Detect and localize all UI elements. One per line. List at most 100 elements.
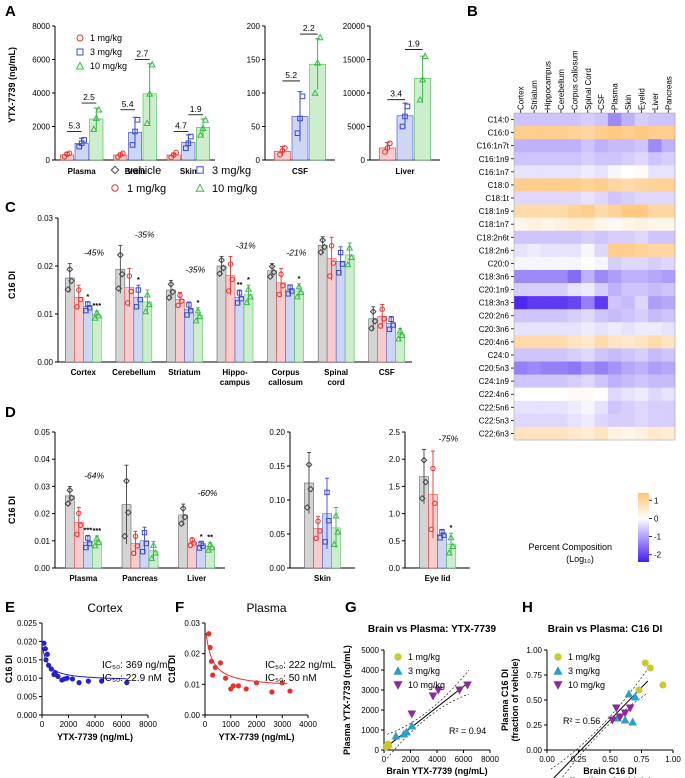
heatmap-cell: [514, 152, 528, 166]
panel-label-E: E: [5, 599, 15, 616]
panel-f-x-tick-label: 4000: [299, 720, 317, 729]
heatmap-cell: [634, 204, 649, 218]
heatmap-cell: [540, 191, 555, 205]
fold-change-label: 2.5: [83, 92, 95, 102]
heatmap-cell: [567, 309, 582, 323]
data-point: [659, 681, 667, 689]
heatmap-cell: [581, 335, 595, 349]
heatmap-cell: [607, 152, 622, 166]
data-point: [422, 478, 430, 486]
data-point: [143, 291, 151, 298]
data-point: [42, 646, 48, 652]
panel-g-fit-line: [386, 681, 470, 747]
panel-g-confidence-band: [386, 693, 469, 759]
legend-label: 1 mg/kg: [127, 183, 166, 195]
legend-label: 3 mg/kg: [408, 666, 440, 676]
data-point: [74, 304, 80, 310]
panel-e-y-tick-label: 0.025: [17, 619, 38, 628]
heatmap-cell: [621, 230, 636, 245]
data-point: [137, 296, 143, 303]
heatmap-cell: [540, 178, 555, 192]
heatmap-cell: [527, 335, 542, 349]
legend-marker: [111, 184, 119, 192]
heatmap-cell: [661, 296, 676, 310]
heatmap-cell: [567, 426, 582, 441]
significance-stars: *: [247, 275, 250, 284]
heatmap-cell: [607, 374, 622, 388]
heatmap-cell: [540, 335, 555, 349]
heatmap-cell: [621, 256, 636, 271]
legend-marker: [76, 48, 84, 56]
data-point: [184, 312, 190, 318]
legend-label: 10 mg/kg: [568, 680, 605, 690]
data-point: [185, 140, 192, 147]
panel-d-y-tick-label: 0.05: [34, 428, 50, 437]
data-point: [317, 528, 323, 534]
data-point: [121, 532, 129, 540]
heatmap-cell: [607, 230, 622, 245]
data-point: [455, 686, 464, 695]
heatmap-cell: [514, 113, 528, 127]
panel-a-y-tick-label: 5000: [347, 123, 365, 132]
panel-a-y-tick-label: 50: [251, 123, 260, 132]
panel-a-y-tick-label: 8000: [32, 22, 50, 31]
data-point: [177, 520, 185, 528]
heatmap-cell: [527, 217, 542, 232]
panel-d-y-tick-label: 2.5: [389, 428, 401, 437]
panel-a-y-tick-label: 4000: [32, 89, 50, 98]
heatmap-cell: [527, 309, 542, 323]
panel-g-r2-label: R² = 0.94: [449, 726, 486, 736]
heatmap-cell: [594, 217, 609, 232]
data-point: [384, 145, 391, 151]
heatmap-cell: [514, 178, 528, 192]
heatmap-cell: [514, 387, 528, 402]
heatmap-cell: [514, 204, 528, 218]
heatmap-cell: [581, 296, 595, 310]
data-point: [280, 282, 286, 289]
heatmap-cell: [661, 243, 676, 258]
heatmap-cell: [594, 113, 609, 127]
heatmap-cell: [567, 387, 582, 402]
heatmap-cell: [514, 400, 528, 415]
panel-a-y-tick-label: 0: [46, 156, 51, 165]
panel-h-y-tick-label: 0.00: [526, 746, 542, 755]
heatmap-row-label: C18:2n6: [479, 246, 510, 255]
data-point: [270, 268, 278, 276]
legend-label: 1 mg/kg: [568, 652, 600, 662]
category-label: Skin: [180, 167, 197, 176]
heatmap-cell: [634, 322, 649, 336]
data-point: [83, 544, 89, 551]
data-point: [371, 317, 379, 325]
heatmap-row-label: C20:2n6: [479, 312, 510, 321]
data-point: [630, 692, 640, 701]
heatmap-row-label: C20:1n9: [479, 286, 510, 295]
panel-g-y-tick-label: 4000: [361, 666, 379, 675]
data-point: [64, 151, 70, 157]
legend-label: 3 mg/kg: [568, 666, 600, 676]
heatmap-cell: [514, 256, 528, 271]
heatmap-cell: [581, 322, 595, 336]
data-point: [175, 302, 181, 309]
heatmap-cell: [567, 413, 582, 428]
panel-h-x-tick-label: 0.50: [602, 755, 618, 764]
significance-stars: *: [450, 523, 453, 532]
panel-e-x-label: YTX-7739 (ng/mL): [57, 732, 133, 742]
bar: [317, 245, 328, 363]
panel-a-y-tick-label: 2000: [32, 123, 50, 132]
data-point: [151, 549, 159, 556]
heatmap-cell: [634, 191, 649, 205]
heatmap-row-label: C16:1n9: [479, 155, 510, 164]
legend-label: 1 mg/kg: [408, 652, 440, 662]
heatmap-row-label: C18:3n3: [479, 299, 510, 308]
panel-d-y-tick-label: 0.05: [269, 530, 285, 539]
heatmap-cell: [648, 400, 662, 415]
heatmap-cell: [621, 400, 636, 415]
data-point: [396, 326, 404, 334]
panel-g-confidence-band: [387, 670, 470, 735]
panel-h-y-label: (fraction of vehicle): [510, 658, 520, 741]
heatmap-cell: [634, 413, 649, 428]
panel-f-y-tick-label: 0.01: [184, 680, 200, 689]
heatmap-cell: [581, 309, 595, 323]
legend-label: 1 mg/kg: [90, 33, 122, 43]
data-point: [116, 251, 124, 259]
